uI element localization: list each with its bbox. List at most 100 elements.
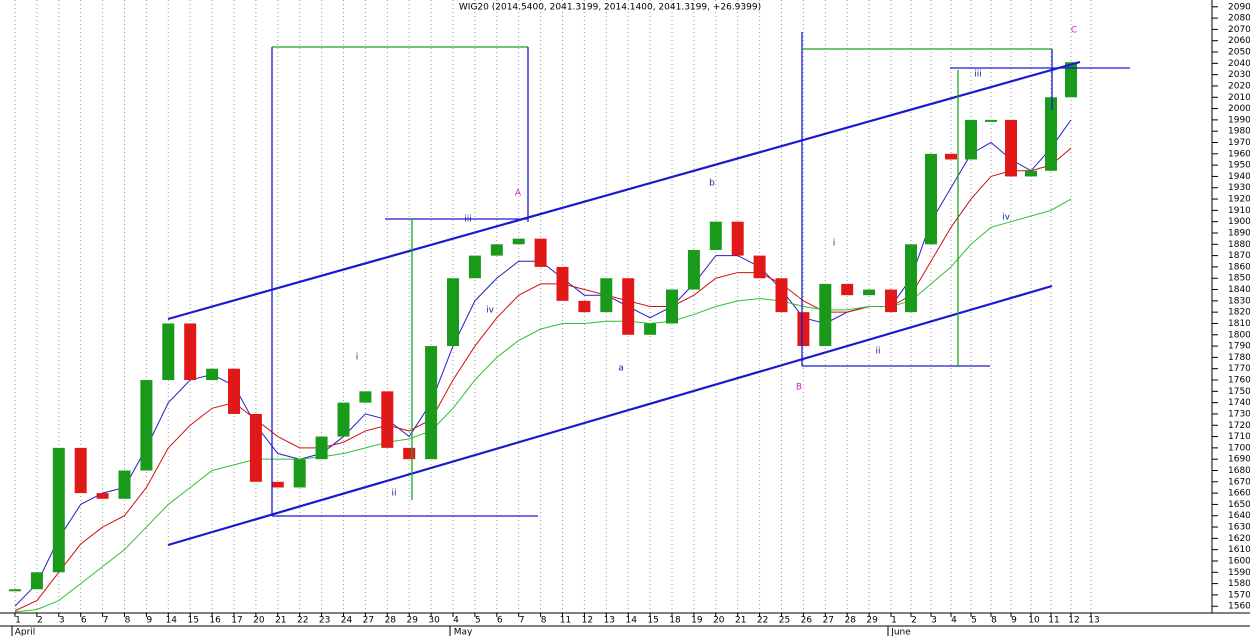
x-tick-label: 29 xyxy=(866,616,878,626)
y-tick-label: 1660 xyxy=(1228,489,1250,499)
y-tick-label: 1920 xyxy=(1228,195,1250,205)
price-bar xyxy=(162,323,175,381)
x-tick-label: 6 xyxy=(497,616,503,626)
x-tick-label: 3 xyxy=(59,616,65,626)
x-tick-label: 8 xyxy=(991,616,997,626)
price-bar xyxy=(381,391,394,448)
y-tick-label: 1690 xyxy=(1228,455,1250,465)
y-tick-label: 2080 xyxy=(1228,14,1250,24)
x-tick-label: 30 xyxy=(428,616,440,626)
y-tick-label: 1710 xyxy=(1228,432,1250,442)
x-tick-label: 15 xyxy=(647,616,658,626)
x-tick-label: 23 xyxy=(319,616,330,626)
y-tick-label: 1600 xyxy=(1228,556,1250,566)
y-tick-label: 1910 xyxy=(1228,206,1250,216)
price-bar xyxy=(425,346,438,460)
x-tick-label: 9 xyxy=(1011,616,1017,626)
y-tick-label: 1890 xyxy=(1228,228,1250,238)
price-bar xyxy=(885,289,897,313)
price-bar xyxy=(403,447,416,460)
price-bar xyxy=(118,470,131,499)
price-bar xyxy=(30,572,43,590)
x-tick-label: 11 xyxy=(1048,616,1059,626)
y-tick-label: 2090 xyxy=(1228,2,1250,12)
price-bar xyxy=(863,289,876,296)
price-bar xyxy=(753,255,766,279)
price-bar xyxy=(1005,119,1017,177)
price-bar xyxy=(512,238,525,245)
y-tick-label: 2070 xyxy=(1228,25,1250,35)
price-bar xyxy=(797,312,810,347)
price-bar xyxy=(556,266,569,301)
price-bar xyxy=(271,481,284,488)
price-bar xyxy=(945,153,957,160)
x-tick-label: 2 xyxy=(37,616,43,626)
wave-label: b xyxy=(709,179,715,189)
x-tick-label: 5 xyxy=(475,616,481,626)
x-tick-label: 9 xyxy=(147,616,153,626)
wave-label: ii xyxy=(391,489,396,499)
wave-label: iii xyxy=(464,215,472,225)
x-tick-label: 11 xyxy=(560,616,571,626)
x-tick-label: 18 xyxy=(669,616,681,626)
y-tick-label: 1880 xyxy=(1228,240,1250,250)
y-tick-label: 1970 xyxy=(1228,138,1250,148)
y-tick-label: 1990 xyxy=(1228,115,1250,125)
price-bar xyxy=(1045,97,1057,171)
x-tick-label: 25 xyxy=(779,616,790,626)
y-tick-label: 1670 xyxy=(1228,477,1250,487)
price-bar xyxy=(925,153,937,245)
x-tick-label: 20 xyxy=(713,616,725,626)
price-bar xyxy=(359,391,372,403)
x-tick-label: 14 xyxy=(625,616,637,626)
y-tick-label: 1640 xyxy=(1228,511,1250,521)
price-bar xyxy=(905,244,917,313)
price-bar xyxy=(687,249,700,290)
y-tick-label: 1740 xyxy=(1228,398,1250,408)
y-tick-label: 1610 xyxy=(1228,545,1250,555)
y-tick-label: 1680 xyxy=(1228,466,1250,476)
x-tick-label: 7 xyxy=(519,616,525,626)
y-tick-label: 1830 xyxy=(1228,296,1250,306)
y-tick-label: 1980 xyxy=(1228,127,1250,137)
x-tick-label: 21 xyxy=(735,616,746,626)
y-tick-label: 2000 xyxy=(1228,104,1250,114)
y-tick-label: 1800 xyxy=(1228,330,1250,340)
x-tick-label: 22 xyxy=(297,616,308,626)
x-tick-label: 15 xyxy=(187,616,198,626)
price-bar xyxy=(1065,62,1077,98)
channel-lower xyxy=(167,284,1053,547)
y-tick-label: 1790 xyxy=(1228,342,1250,352)
x-tick-label: 4 xyxy=(453,616,459,626)
x-tick-label: 26 xyxy=(801,616,813,626)
x-tick-label: 1 xyxy=(15,616,21,626)
drawings xyxy=(167,32,1130,547)
x-tick-label: 24 xyxy=(341,616,353,626)
price-bar xyxy=(534,238,547,267)
price-bar xyxy=(206,368,219,381)
price-bar xyxy=(337,402,350,437)
price-bar xyxy=(841,283,854,296)
price-bar xyxy=(622,278,635,335)
wave-label: A xyxy=(515,189,522,199)
wave-label: C xyxy=(1071,26,1077,36)
price-bar xyxy=(1025,170,1037,177)
y-tick-label: 1870 xyxy=(1228,251,1250,261)
y-tick-label: 1940 xyxy=(1228,172,1250,182)
y-tick-label: 1560 xyxy=(1228,602,1250,612)
y-tick-label: 1780 xyxy=(1228,353,1250,363)
wave-label: a xyxy=(618,364,624,374)
x-tick-label: 21 xyxy=(275,616,286,626)
y-tick-label: 1820 xyxy=(1228,308,1250,318)
price-bar xyxy=(490,244,503,256)
x-tick-label: 2 xyxy=(911,616,917,626)
price-bar xyxy=(447,278,459,347)
y-tick-label: 1580 xyxy=(1228,579,1250,589)
price-bar xyxy=(709,221,722,250)
price-bar xyxy=(775,278,788,313)
plot xyxy=(9,62,1077,613)
x-tick-label: 12 xyxy=(582,616,593,626)
y-tick-label: 2040 xyxy=(1228,59,1250,69)
month-label: May xyxy=(454,628,473,636)
price-bar xyxy=(819,283,832,347)
